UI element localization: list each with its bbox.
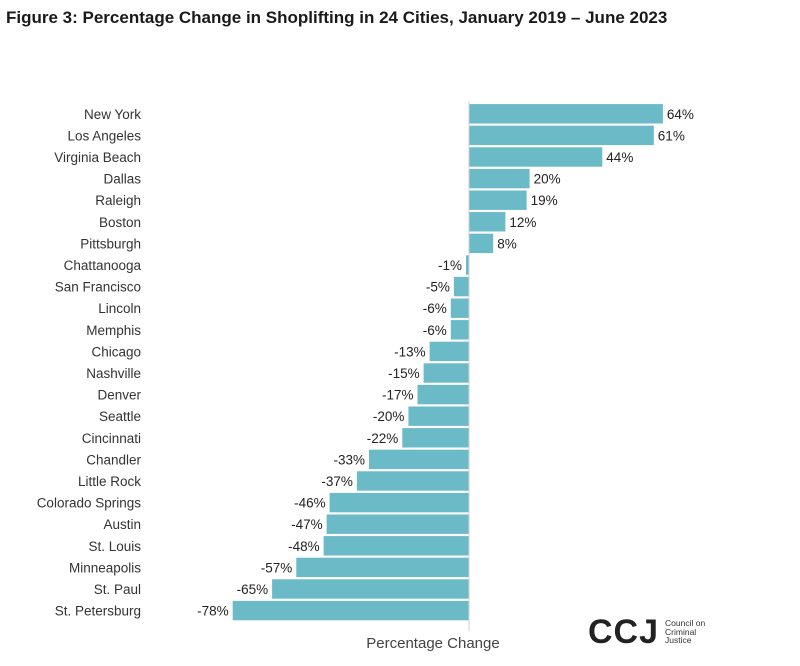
- data-label: -57%: [261, 560, 293, 575]
- bar-chattanooga: [466, 255, 469, 275]
- bar-seattle: [408, 406, 469, 426]
- bar-dallas: [469, 168, 530, 189]
- bars-layer: [232, 104, 663, 621]
- category-label: Seattle: [99, 409, 141, 424]
- category-label: New York: [84, 107, 141, 122]
- bar-denver: [417, 384, 469, 405]
- bar-boston: [469, 212, 506, 232]
- data-label: 61%: [658, 128, 685, 143]
- data-label: -1%: [438, 258, 462, 273]
- data-label: -15%: [388, 366, 420, 381]
- category-label: Chicago: [91, 344, 141, 359]
- logo-line-3: Justice: [665, 635, 692, 646]
- bar-pittsburgh: [469, 233, 494, 254]
- category-label: St. Petersburg: [55, 604, 141, 619]
- category-label: Los Angeles: [67, 128, 141, 143]
- bar-st-petersburg: [232, 600, 469, 621]
- x-axis-label: Percentage Change: [366, 635, 499, 652]
- logo-line-2: Criminal: [665, 626, 697, 637]
- data-label: -13%: [394, 344, 426, 359]
- data-label: -48%: [288, 539, 320, 554]
- bar-chicago: [429, 341, 469, 362]
- category-label: Denver: [97, 388, 141, 403]
- bar-st-paul: [272, 579, 469, 599]
- bar-los-angeles: [469, 125, 654, 146]
- bar-virginia-beach: [469, 147, 603, 167]
- category-label: Virginia Beach: [54, 150, 141, 165]
- bar-st-louis: [323, 536, 469, 556]
- category-label: Cincinnati: [82, 431, 141, 446]
- bar-new-york: [469, 104, 663, 124]
- category-labels-layer: New York Los Angeles Virginia Beach Dallas R…: [37, 107, 142, 619]
- logo-line-1: Council on: [665, 617, 706, 628]
- data-label: 44%: [606, 150, 633, 165]
- data-label: -5%: [426, 280, 450, 295]
- category-label: San Francisco: [55, 280, 141, 295]
- data-label: -17%: [382, 388, 414, 403]
- data-label: 20%: [534, 172, 561, 187]
- ccj-logo: CCJ Council on Criminal Justice: [588, 612, 725, 652]
- category-label: Chattanooga: [64, 258, 142, 273]
- bar-little-rock: [356, 471, 469, 491]
- bar-san-francisco: [453, 276, 469, 297]
- category-label: Pittsburgh: [80, 236, 141, 251]
- category-label: Nashville: [86, 366, 141, 381]
- bar-colorado-springs: [329, 492, 469, 513]
- category-label: Austin: [103, 517, 141, 532]
- bar-lincoln: [450, 298, 469, 318]
- data-label: -46%: [294, 496, 326, 511]
- bar-raleigh: [469, 190, 527, 210]
- category-label: Lincoln: [98, 301, 141, 316]
- category-label: St. Louis: [88, 539, 141, 554]
- data-label: 8%: [497, 236, 517, 251]
- bar-austin: [326, 514, 469, 534]
- data-label: 19%: [531, 193, 558, 208]
- category-label: Memphis: [86, 323, 141, 338]
- logo-mark: CCJ: [588, 613, 660, 651]
- data-label: -33%: [333, 452, 365, 467]
- bar-nashville: [423, 363, 469, 383]
- category-label: Chandler: [86, 452, 141, 467]
- data-label: -20%: [373, 409, 405, 424]
- bar-cincinnati: [402, 428, 469, 448]
- logo-text: Council on Criminal Justice: [665, 617, 725, 646]
- data-label: -47%: [291, 517, 323, 532]
- category-label: Dallas: [103, 172, 141, 187]
- chart-title: Figure 3: Percentage Change in Shoplifti…: [6, 8, 668, 27]
- data-label: -37%: [321, 474, 353, 489]
- category-label: Minneapolis: [69, 560, 141, 575]
- bar-memphis: [450, 320, 469, 340]
- category-label: Colorado Springs: [37, 496, 142, 511]
- data-label: -6%: [423, 301, 447, 316]
- data-label: -65%: [237, 582, 269, 597]
- category-label: St. Paul: [94, 582, 141, 597]
- data-label: 64%: [667, 107, 694, 122]
- category-label: Little Rock: [78, 474, 141, 489]
- bar-minneapolis: [296, 557, 469, 578]
- bar-chandler: [369, 449, 469, 470]
- data-label: -22%: [367, 431, 399, 446]
- data-label: -6%: [423, 323, 447, 338]
- value-labels-layer: 64% 61% 44% 20% 19% 12% 8% -1% -5% -6% -6% -13% -15%…: [197, 107, 694, 619]
- category-label: Boston: [99, 215, 141, 230]
- data-label: -78%: [197, 604, 229, 619]
- category-label: Raleigh: [95, 193, 141, 208]
- data-label: 12%: [509, 215, 536, 230]
